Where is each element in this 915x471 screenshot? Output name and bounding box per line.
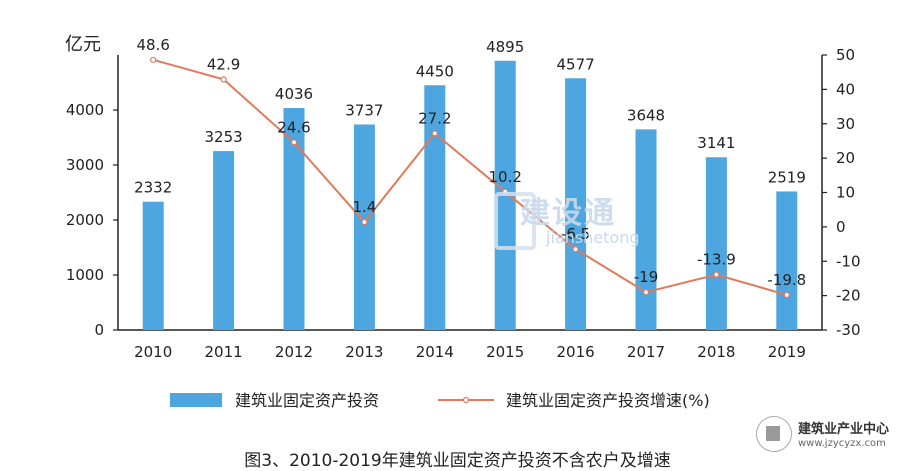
right-y-tick-label: 20 — [836, 149, 855, 167]
bar-value-label: 3141 — [697, 134, 735, 152]
right-y-tick-label: -20 — [836, 287, 861, 305]
line-value-label: 48.6 — [136, 36, 169, 54]
right-y-tick-label: -10 — [836, 252, 861, 270]
x-tick-label: 2010 — [134, 343, 172, 361]
line-point — [572, 246, 579, 253]
bar-value-label: 4450 — [416, 62, 454, 80]
bar-value-label: 3648 — [627, 106, 665, 124]
left-y-axis-label: 亿元 — [65, 34, 101, 55]
bar-value-label: 4036 — [275, 85, 313, 103]
watermark-text: 建设通 — [520, 196, 616, 231]
left-y-tick-label: 1000 — [66, 266, 104, 284]
line-point — [713, 271, 720, 278]
left-y-tick-labels: 0 1000 2000 3000 4000 — [66, 101, 104, 339]
x-tick-label: 2018 — [697, 343, 735, 361]
legend-line-marker — [462, 396, 470, 404]
axes — [113, 54, 827, 331]
right-y-tick-label: 10 — [836, 184, 855, 202]
line-value-label: 1.4 — [352, 198, 376, 216]
right-y-tick-label: 40 — [836, 80, 855, 98]
bar-value-label: 3253 — [205, 128, 243, 146]
brand-logo: 建筑业产业中心 www.jzycyzx.com — [756, 416, 906, 456]
x-tick-labels: 2010 2011 2012 2013 2014 2015 2016 2017 2018 2019 — [134, 343, 806, 361]
line-value-label: -19.8 — [767, 271, 806, 289]
bar — [776, 191, 798, 330]
x-tick-label: 2017 — [627, 343, 665, 361]
line-point — [150, 56, 157, 63]
line-value-label: 10.2 — [488, 168, 521, 186]
line-point — [783, 291, 790, 299]
x-tick-label: 2015 — [486, 343, 524, 361]
bar — [705, 157, 727, 330]
bar-value-label: 2519 — [768, 168, 806, 186]
x-tick-label: 2016 — [557, 343, 595, 361]
legend: 建筑业固定资产投资 建筑业固定资产投资增速(%) — [170, 391, 710, 410]
right-y-tick-labels: -30 -20 -10 0 10 20 30 40 50 — [836, 46, 861, 339]
bar — [213, 151, 235, 330]
right-y-tick-label: 0 — [836, 218, 846, 236]
x-tick-label: 2013 — [345, 343, 383, 361]
bar-value-label: 3737 — [345, 101, 383, 119]
logo-title: 建筑业产业中心 — [798, 422, 890, 437]
watermark-logo-icon — [494, 192, 536, 250]
logo-seal-icon — [756, 416, 792, 452]
bar-value-label: 2332 — [134, 179, 172, 197]
bar-series — [142, 60, 798, 331]
x-tick-label: 2011 — [205, 343, 243, 361]
legend-line-label: 建筑业固定资产投资增速(%) — [506, 391, 710, 410]
line-point — [431, 130, 438, 137]
line-value-label: 27.2 — [418, 109, 451, 127]
bar-value-label: 4895 — [486, 38, 524, 56]
legend-bar-swatch — [170, 393, 222, 407]
line-point — [290, 139, 298, 146]
bar-labels: 2332 3253 4036 3737 4450 4895 4577 3648 3141 2519 — [134, 38, 806, 197]
right-y-tick-label: -30 — [836, 321, 861, 339]
left-y-tick-label: 3000 — [66, 156, 104, 174]
line-series — [150, 56, 790, 299]
line-point — [220, 76, 227, 83]
x-tick-label: 2012 — [275, 343, 313, 361]
chart-caption: 图3、2010-2019年建筑业固定资产投资不含农户及增速 — [244, 451, 671, 471]
line-point — [361, 218, 368, 226]
left-y-tick-label: 0 — [94, 321, 104, 339]
line-labels: 48.6 42.9 24.6 1.4 27.2 10.2 -6.5 -19 -13.9 -19.8 — [136, 36, 806, 289]
left-y-tick-label: 2000 — [66, 211, 104, 229]
legend-bar-label: 建筑业固定资产投资 — [235, 391, 379, 410]
growth-line — [152, 58, 788, 296]
logo-url: www.jzycyzx.com — [798, 438, 886, 449]
bar-value-label: 4577 — [557, 55, 595, 73]
x-tick-label: 2019 — [768, 343, 806, 361]
x-tick-label: 2014 — [416, 343, 454, 361]
bar — [424, 85, 446, 330]
line-point — [642, 289, 650, 296]
bar — [635, 129, 657, 330]
bar — [353, 124, 375, 330]
bar — [142, 201, 164, 330]
right-y-tick-label: 50 — [836, 46, 855, 64]
line-value-label: -19 — [634, 268, 659, 286]
line-value-label: -13.9 — [697, 251, 736, 269]
left-y-tick-label: 4000 — [66, 101, 104, 119]
line-value-label: 42.9 — [207, 55, 240, 73]
line-value-label: -6.5 — [561, 225, 590, 243]
watermark-subtext: jianshetong — [546, 228, 640, 247]
bar — [283, 108, 305, 331]
line-value-label: 24.6 — [277, 118, 310, 136]
right-y-tick-label: 30 — [836, 115, 855, 133]
bar — [565, 78, 587, 330]
